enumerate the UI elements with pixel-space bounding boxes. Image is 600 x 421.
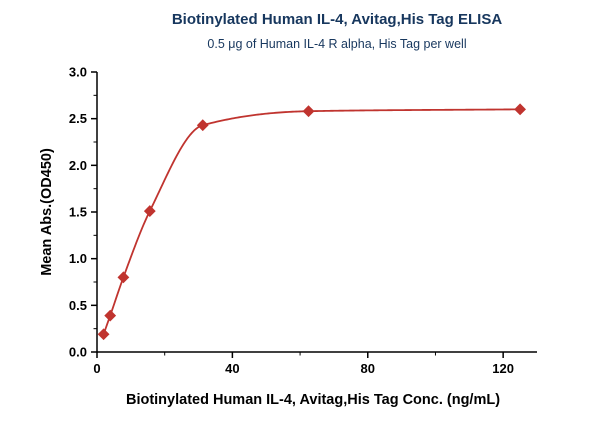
data-point-marker bbox=[302, 105, 315, 118]
y-tick-label: 3.0 bbox=[69, 65, 87, 80]
y-tick-label: 0.5 bbox=[69, 298, 87, 313]
y-tick-label: 2.0 bbox=[69, 158, 87, 173]
x-tick-label: 120 bbox=[492, 361, 514, 376]
y-tick-label: 0.0 bbox=[69, 345, 87, 360]
chart-title: Biotinylated Human IL-4, Avitag,His Tag … bbox=[171, 11, 503, 28]
data-point-marker bbox=[97, 328, 110, 341]
fit-curve bbox=[102, 108, 521, 336]
data-point-marker bbox=[117, 271, 130, 284]
y-tick-label: 2.5 bbox=[69, 111, 87, 126]
x-tick-label: 0 bbox=[93, 361, 100, 376]
y-tick-label: 1.5 bbox=[69, 205, 87, 220]
x-axis-label: Biotinylated Human IL-4, Avitag,His Tag … bbox=[125, 392, 501, 408]
chart-subtitle: 0.5 μg of Human IL-4 R alpha, His Tag pe… bbox=[207, 37, 467, 51]
y-tick-label: 1.0 bbox=[69, 251, 87, 266]
data-point-marker bbox=[514, 103, 526, 116]
x-tick-label: 40 bbox=[225, 361, 239, 376]
data-point-marker bbox=[143, 205, 156, 217]
data-point-marker bbox=[104, 309, 117, 322]
data-point-marker bbox=[196, 119, 209, 132]
x-tick-label: 80 bbox=[361, 361, 375, 376]
